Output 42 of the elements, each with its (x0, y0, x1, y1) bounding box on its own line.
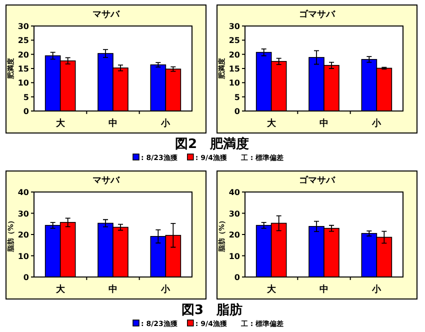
y-tick-label: 30 (18, 209, 30, 218)
y-tick-label: 0 (23, 107, 30, 116)
y-tick-label: 25 (228, 36, 240, 46)
y-tick-label: 0 (23, 273, 30, 282)
x-tick-label: 小 (160, 284, 172, 295)
y-tick-label: 40 (18, 188, 30, 197)
x-tick-label: 大 (56, 118, 66, 129)
x-tick-label: 大 (56, 284, 66, 295)
y-tick-label: 0 (234, 107, 240, 116)
y-tick-label: 20 (18, 50, 30, 60)
x-tick-label: 中 (108, 284, 118, 295)
x-tick-label: 中 (108, 118, 118, 129)
caption: 図3 脂肪 (181, 302, 243, 318)
x-tick-label: 大 (266, 284, 277, 295)
y-tick-label: 30 (228, 209, 240, 218)
y-tick-label: 10 (228, 252, 240, 261)
x-tick-label: 大 (266, 118, 277, 129)
y-tick-label: 40 (228, 188, 240, 197)
x-tick-label: 小 (371, 284, 382, 295)
chart-title: ゴマサバ (299, 9, 336, 20)
x-tick-label: 中 (320, 118, 328, 129)
y-tick-label: 20 (228, 230, 240, 240)
chart-title: マサバ (92, 176, 120, 186)
chart-title: マサバ (92, 10, 120, 20)
chart-title: ゴマサバ (299, 175, 336, 186)
y-tick-label: 15 (228, 64, 240, 74)
y-tick-label: 30 (228, 22, 240, 31)
x-tick-label: 中 (320, 284, 328, 295)
y-tick-label: 5 (23, 92, 30, 102)
y-tick-label: 10 (18, 252, 30, 261)
y-tick-label: 10 (18, 78, 30, 88)
y-tick-label: 20 (228, 50, 240, 60)
y-tick-label: 25 (18, 36, 30, 46)
y-tick-label: 0 (234, 273, 240, 282)
y-tick-label: 5 (234, 92, 240, 102)
y-tick-label: 15 (18, 64, 30, 74)
x-tick-label: 小 (160, 118, 172, 129)
y-tick-label: 20 (18, 230, 30, 240)
caption: 図2 肥満度 (174, 136, 250, 152)
y-tick-label: 10 (228, 78, 240, 88)
y-tick-label: 30 (18, 22, 30, 31)
x-tick-label: 小 (371, 118, 382, 129)
